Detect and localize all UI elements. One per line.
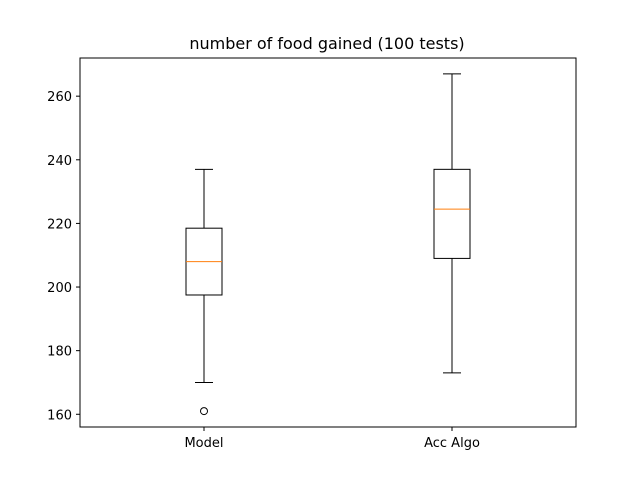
box-iqr xyxy=(433,168,471,259)
y-tick-label: 260 xyxy=(47,90,72,105)
axes-frame xyxy=(79,57,577,428)
y-tick-label: 160 xyxy=(47,408,72,423)
y-tick-label: 180 xyxy=(47,345,72,360)
x-tick-label: Model xyxy=(184,436,223,451)
chart-title: number of food gained (100 tests) xyxy=(189,34,464,53)
y-tick-label: 200 xyxy=(47,281,72,296)
y-tick-label: 240 xyxy=(47,154,72,169)
outlier-point xyxy=(200,407,208,416)
plot-area: 160 180 200 220 240 260 Model Acc Algo xyxy=(47,57,577,451)
x-tick-label: Acc Algo xyxy=(424,436,480,451)
y-tick-label: 220 xyxy=(47,217,72,232)
